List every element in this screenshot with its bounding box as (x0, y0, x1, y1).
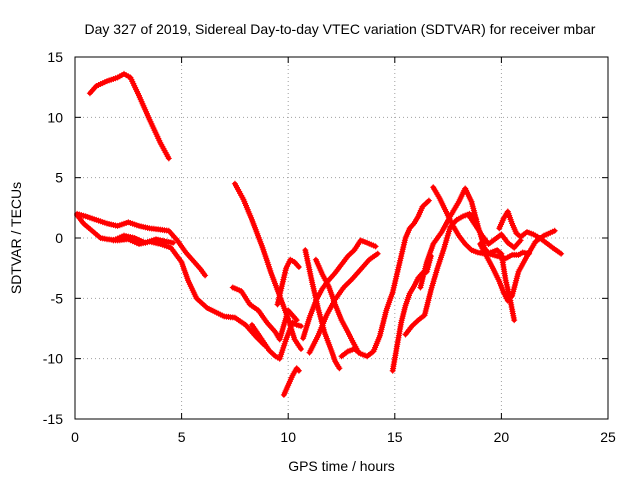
series-arc-21 (496, 208, 565, 257)
x-tick-label: 20 (494, 429, 510, 445)
series-markers (249, 319, 304, 362)
y-tick-label: 0 (55, 230, 63, 246)
y-axis-label: SDTVAR / TECUs (8, 182, 24, 294)
series-arc-20 (477, 227, 558, 304)
series-arc-2 (74, 210, 209, 279)
x-tick-label: 10 (280, 429, 296, 445)
series-markers (300, 237, 379, 342)
axis-ticks: 0 5 10 15 20 25 -15 -10 -5 0 5 10 15 (43, 49, 616, 445)
series-arc-19 (466, 213, 524, 251)
series-markers (466, 213, 524, 251)
x-tick-label: 25 (600, 429, 616, 445)
series-markers (306, 250, 381, 356)
series-arc-6 (229, 284, 300, 343)
series-arc-10 (312, 256, 362, 356)
data-series (74, 70, 565, 398)
series-markers (477, 227, 558, 304)
series-arc-7 (249, 319, 304, 362)
x-tick-label: 5 (178, 429, 186, 445)
y-tick-label: 15 (47, 49, 63, 65)
chart-title: Day 327 of 2019, Sidereal Day-to-day VTE… (85, 21, 596, 37)
series-markers (110, 232, 177, 246)
x-tick-label: 15 (387, 429, 403, 445)
x-tick-label: 0 (71, 429, 79, 445)
series-arc-16 (402, 210, 479, 338)
series-arc-1 (86, 70, 172, 162)
series-arc-12 (302, 247, 343, 372)
series-markers (389, 253, 434, 374)
x-axis-label: GPS time / hours (288, 458, 395, 474)
y-tick-label: -5 (51, 290, 64, 306)
y-tick-label: 10 (47, 109, 63, 125)
y-tick-label: -10 (43, 351, 63, 367)
series-arc-13 (306, 250, 381, 356)
series-markers (274, 256, 302, 308)
series-arc-9 (280, 365, 302, 398)
series-line (87, 71, 172, 161)
y-tick-label: 5 (55, 170, 63, 186)
series-markers (430, 184, 518, 324)
series-markers (338, 197, 432, 360)
y-tick-label: -15 (43, 411, 63, 427)
series-arc-4 (110, 232, 177, 246)
series-markers (86, 70, 172, 162)
series-arc-14 (338, 197, 432, 360)
series-markers (229, 284, 300, 343)
series-markers (402, 210, 479, 338)
series-arc-8 (274, 256, 302, 308)
series-arc-3 (74, 212, 268, 349)
series-markers (496, 208, 565, 257)
series-markers (302, 247, 343, 372)
series-markers (280, 365, 302, 398)
series-arc-18 (430, 184, 518, 324)
